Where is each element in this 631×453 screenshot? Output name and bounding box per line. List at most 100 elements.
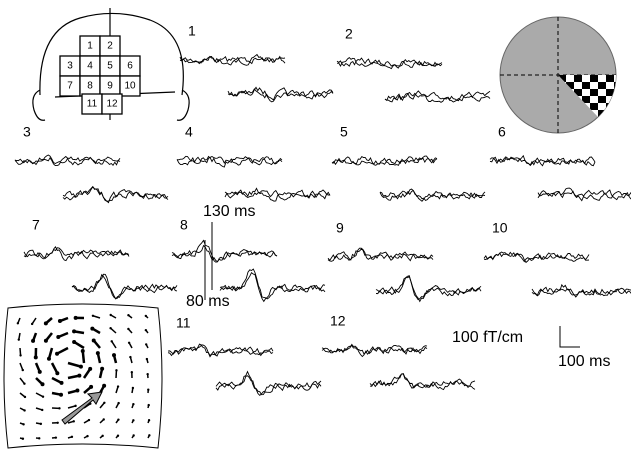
trace	[331, 156, 438, 166]
arrow-head	[23, 409, 26, 412]
trace	[375, 275, 482, 301]
arrow-head	[90, 326, 95, 331]
channel-label: 8	[180, 217, 188, 233]
trace	[71, 273, 178, 300]
annotation: 80 ms	[186, 293, 230, 310]
cell-label: 10	[124, 81, 136, 92]
arrow-head	[55, 351, 60, 356]
arrow-head	[72, 339, 77, 344]
scale-bar	[559, 326, 580, 348]
trace	[14, 154, 121, 167]
arrow-head	[30, 322, 34, 326]
arrow-head	[41, 408, 44, 412]
trace	[384, 91, 491, 103]
trace	[62, 185, 169, 204]
arrow-head	[57, 319, 62, 324]
checker	[598, 96, 606, 103]
trace	[379, 189, 486, 202]
channel-label: 1	[188, 23, 196, 39]
arrow-head	[109, 313, 112, 317]
arrow-head	[56, 421, 59, 424]
arrow-head	[31, 338, 36, 343]
field-map	[3, 303, 163, 449]
arrow-head	[58, 407, 61, 410]
channel-label: 11	[176, 315, 191, 331]
arrow-head	[112, 353, 117, 358]
checker	[606, 89, 614, 96]
arrow-head	[91, 314, 95, 317]
field-arrows	[16, 313, 151, 440]
arrow-head	[147, 388, 150, 391]
channel-label: 7	[32, 217, 40, 233]
arrow-head	[88, 366, 93, 371]
arrow-head	[72, 420, 75, 423]
arrow-head	[110, 340, 113, 343]
arrow-head	[73, 315, 78, 320]
arrow-head	[89, 384, 94, 389]
arrow-head	[72, 329, 77, 334]
sensor-cell	[119, 75, 141, 97]
channel-label: 4	[185, 124, 193, 140]
arrow-head	[56, 334, 61, 339]
trace	[23, 245, 130, 262]
trace	[489, 156, 596, 167]
arrow-head	[23, 382, 26, 385]
arrow-head	[132, 434, 135, 437]
arrow-head	[102, 418, 105, 421]
arrow-head	[127, 341, 131, 344]
field-arrow	[19, 362, 24, 371]
checker	[614, 96, 616, 103]
sphere-model	[499, 16, 622, 134]
arrow-head	[23, 395, 27, 399]
arrow-head	[39, 422, 43, 426]
arrow-head	[116, 434, 120, 437]
arrow-head	[87, 418, 91, 422]
arrow-head	[59, 392, 64, 397]
field-arrow	[67, 405, 76, 409]
channel-label: 5	[340, 124, 348, 140]
trace	[215, 375, 322, 397]
arrow-head	[116, 385, 120, 388]
arrow-head	[127, 314, 130, 317]
checker	[606, 75, 614, 82]
checker	[614, 124, 622, 131]
checker	[590, 89, 598, 96]
checker	[598, 124, 606, 131]
trace	[321, 345, 428, 355]
field-arrow	[35, 392, 44, 398]
cell-label: 3	[67, 61, 73, 72]
arrow-head	[100, 366, 105, 371]
arrow-head	[46, 356, 51, 361]
trace	[179, 53, 286, 66]
trace	[14, 156, 121, 167]
arrow-head	[147, 403, 150, 407]
arrow-head	[75, 388, 80, 393]
arrow-head	[21, 368, 24, 372]
dipole-arrow	[61, 391, 103, 425]
trace	[215, 370, 322, 396]
trace	[537, 187, 631, 199]
arrow-head	[16, 322, 20, 325]
arrow-head	[132, 402, 135, 406]
cell-label: 11	[87, 99, 98, 110]
arrow-head	[33, 355, 38, 360]
trace	[219, 268, 326, 300]
trace	[531, 286, 631, 297]
arrow-head	[129, 355, 132, 359]
trace	[531, 283, 631, 298]
arrow-head	[144, 314, 148, 318]
checker	[574, 89, 582, 96]
arrow-head	[59, 380, 64, 385]
cell-label: 12	[106, 99, 118, 110]
arrow-head	[80, 348, 85, 353]
arrow-head	[144, 343, 148, 346]
checker	[582, 96, 590, 103]
cell-label: 4	[87, 61, 93, 72]
arrow-head	[86, 434, 89, 438]
trace	[331, 155, 438, 166]
scale-label: 100 fT/cm	[452, 329, 523, 346]
cell-label: 7	[67, 81, 73, 92]
trace	[219, 272, 326, 303]
channel-label: 9	[336, 220, 344, 236]
cell-label: 8	[87, 81, 93, 92]
